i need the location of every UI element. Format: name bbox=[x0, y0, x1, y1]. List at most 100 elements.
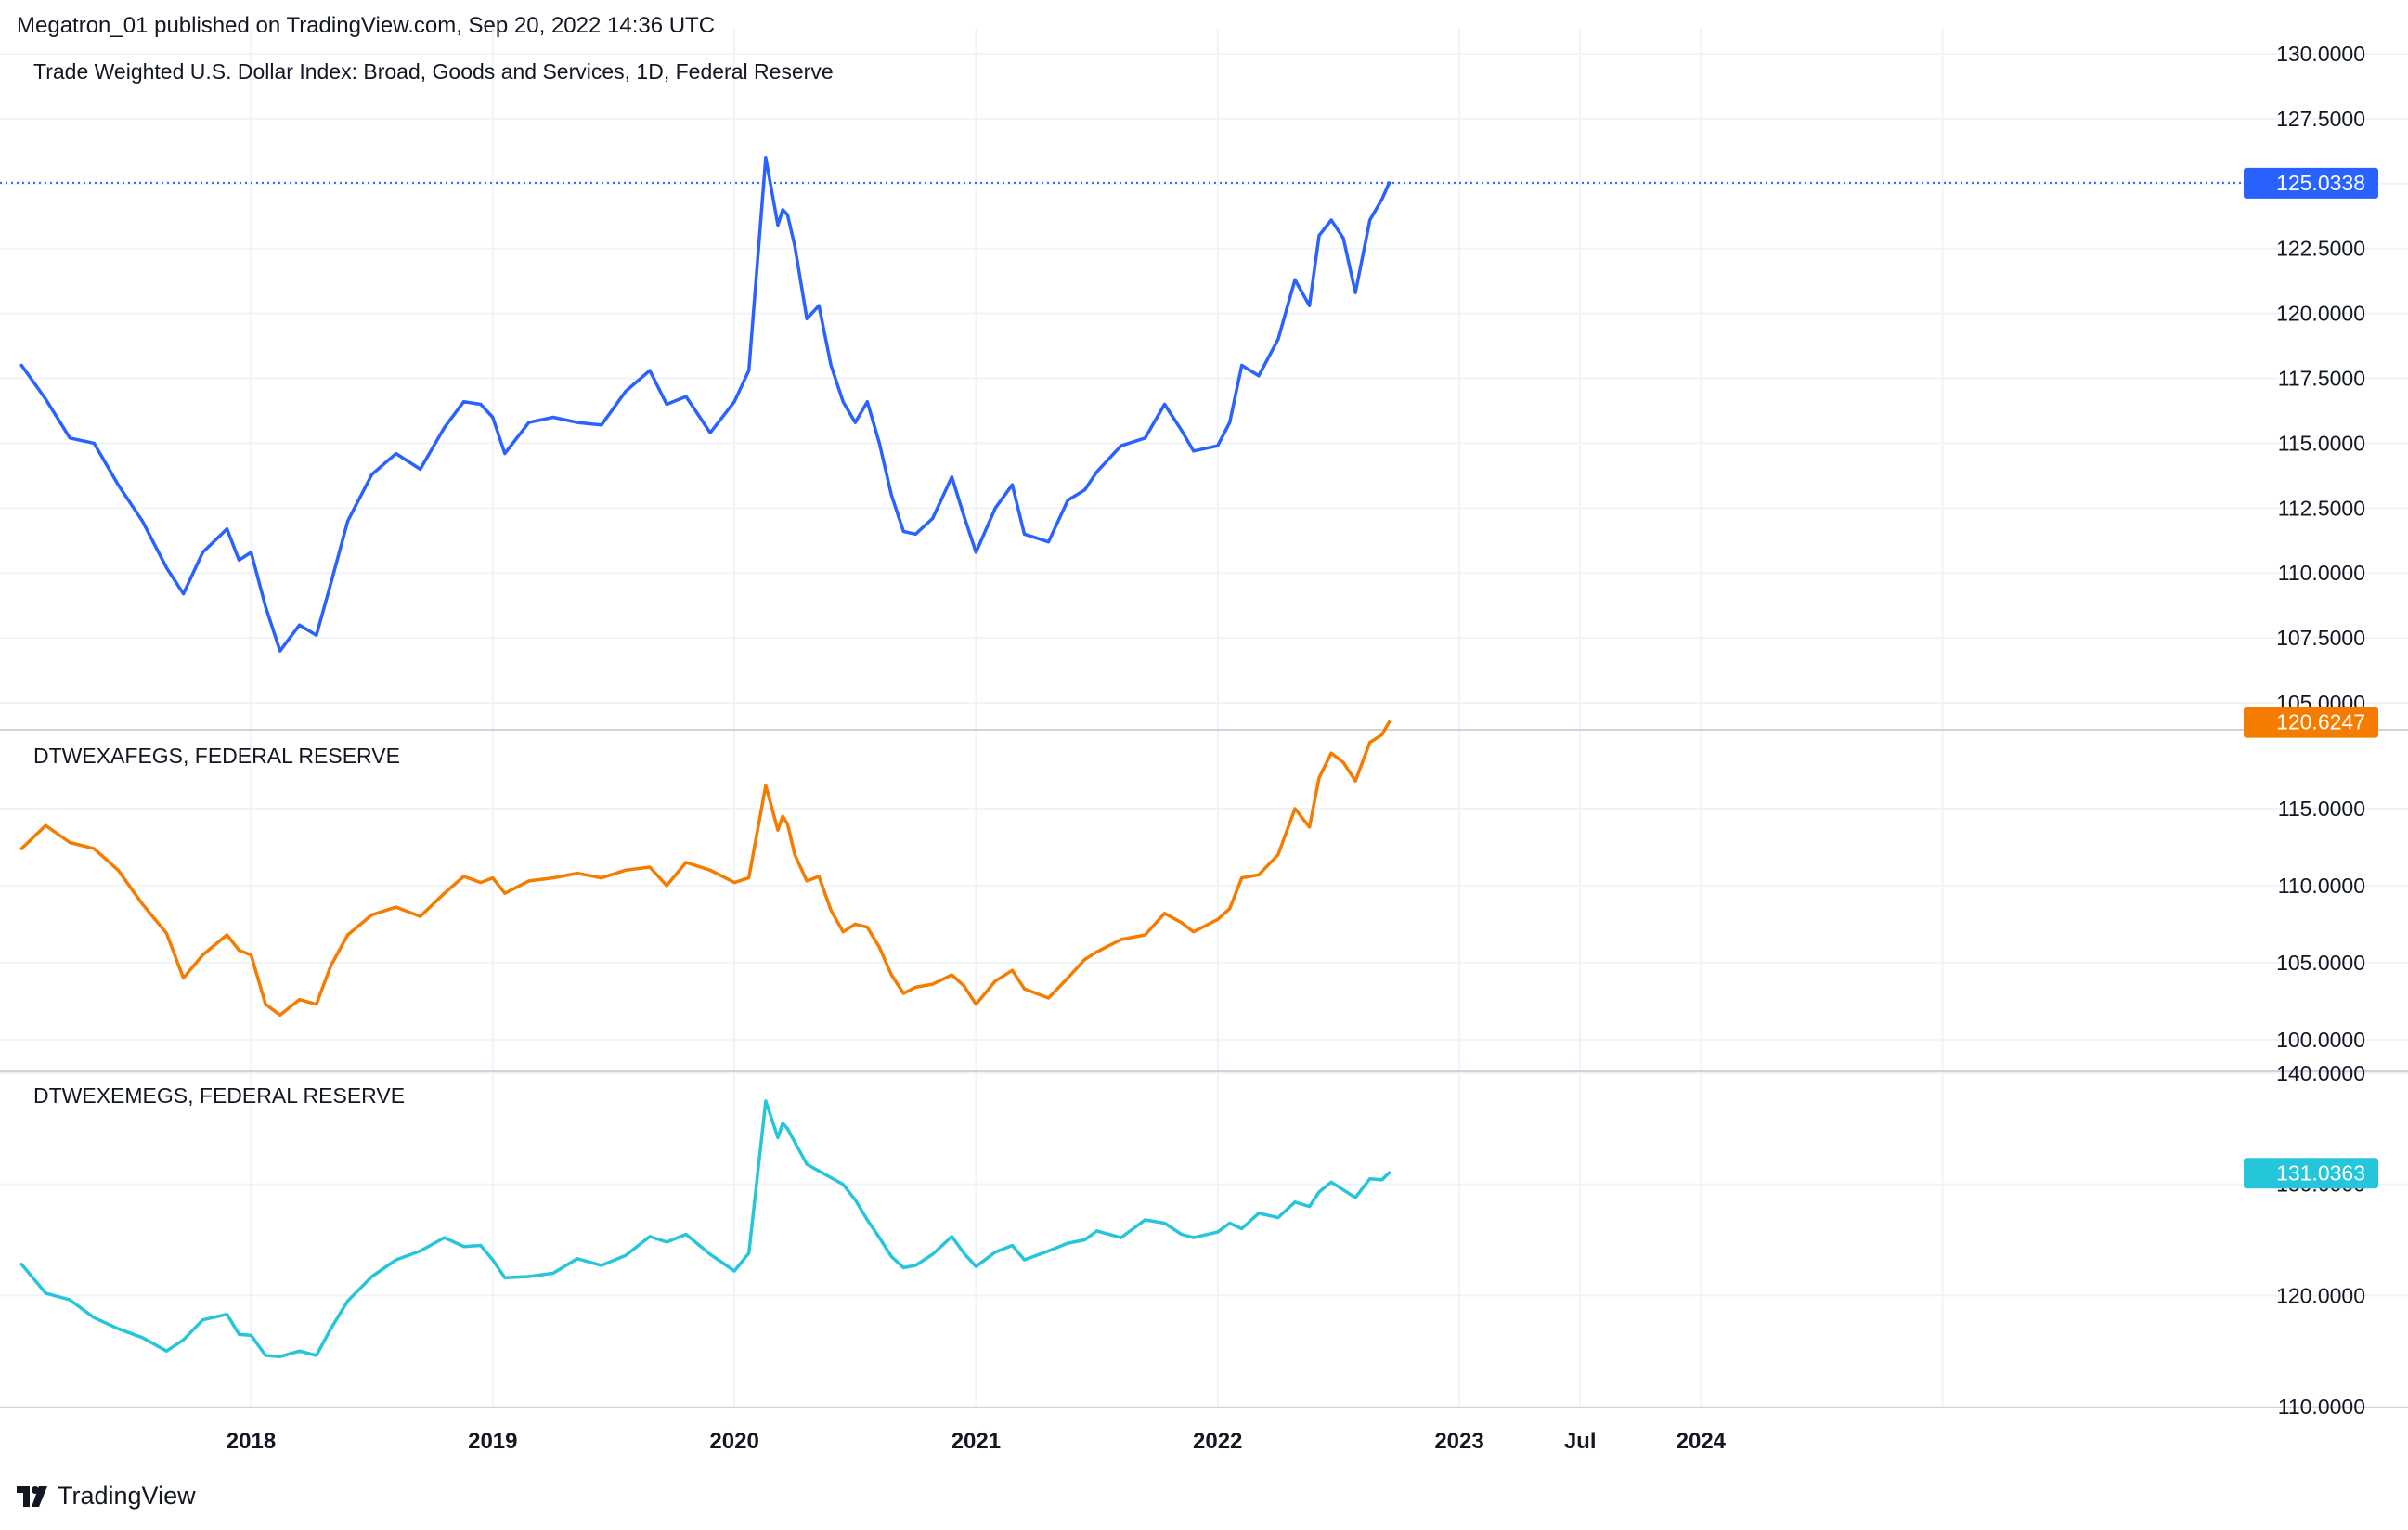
data-point bbox=[68, 841, 71, 844]
data-point bbox=[648, 369, 652, 372]
data-point bbox=[1353, 779, 1357, 783]
data-point bbox=[781, 208, 784, 212]
data-point bbox=[226, 933, 228, 937]
data-point bbox=[1047, 1250, 1050, 1252]
data-point bbox=[1216, 1230, 1220, 1234]
data-point bbox=[962, 514, 965, 518]
data-point bbox=[600, 876, 603, 880]
data-point bbox=[264, 1354, 267, 1357]
data-point bbox=[1163, 912, 1166, 915]
data-point bbox=[1066, 499, 1069, 502]
data-point bbox=[116, 1327, 120, 1330]
data-point bbox=[931, 517, 935, 520]
data-point bbox=[1023, 1258, 1026, 1262]
y-tick-label: 117.5000 bbox=[2278, 367, 2365, 391]
data-point bbox=[1293, 278, 1297, 281]
data-point bbox=[116, 868, 120, 872]
data-point bbox=[764, 1099, 768, 1103]
pane-title: Trade Weighted U.S. Dollar Index: Broad,… bbox=[33, 59, 834, 84]
footer[interactable]: TradingView bbox=[17, 1482, 196, 1511]
tradingview-logo-icon bbox=[17, 1485, 47, 1507]
data-point bbox=[853, 1198, 857, 1201]
data-point bbox=[250, 1333, 252, 1337]
data-point bbox=[865, 400, 869, 404]
data-point bbox=[1240, 1227, 1244, 1230]
data-point bbox=[785, 213, 789, 216]
data-point bbox=[1023, 532, 1026, 536]
data-point bbox=[1308, 1205, 1312, 1209]
data-point bbox=[1228, 907, 1232, 911]
last-value-badge-bg bbox=[2244, 707, 2378, 738]
data-point bbox=[877, 441, 881, 445]
data-point bbox=[1341, 760, 1345, 764]
data-point bbox=[853, 922, 857, 926]
data-point bbox=[527, 421, 531, 424]
data-point bbox=[1047, 540, 1050, 544]
data-point bbox=[817, 304, 821, 307]
data-point bbox=[962, 1251, 965, 1255]
data-point bbox=[1308, 304, 1312, 307]
data-point bbox=[1163, 1222, 1166, 1225]
y-tick-label: 100.0000 bbox=[2276, 1028, 2365, 1052]
data-point bbox=[785, 823, 789, 825]
data-point bbox=[764, 784, 768, 787]
data-point bbox=[1276, 853, 1280, 857]
data-point bbox=[1368, 1177, 1372, 1181]
time-axis-label: 2023 bbox=[1434, 1429, 1483, 1454]
data-point bbox=[805, 1162, 809, 1166]
series-line-1 bbox=[19, 156, 1392, 653]
last-value-label: 131.0363 bbox=[2276, 1160, 2365, 1185]
data-point bbox=[1120, 444, 1123, 447]
y-tick-label: 112.5000 bbox=[2278, 496, 2365, 520]
data-point bbox=[1120, 1236, 1123, 1239]
data-point bbox=[182, 592, 186, 596]
data-point bbox=[226, 1313, 228, 1316]
data-point bbox=[1388, 1171, 1391, 1174]
data-point bbox=[829, 1176, 833, 1179]
data-point bbox=[793, 853, 796, 857]
data-point bbox=[829, 909, 833, 912]
data-point bbox=[1192, 1236, 1196, 1239]
y-tick-label: 107.5000 bbox=[2276, 626, 2365, 650]
data-point bbox=[1329, 1180, 1333, 1184]
time-axis-label: 2022 bbox=[1193, 1429, 1242, 1454]
data-point bbox=[781, 1122, 784, 1125]
data-point bbox=[747, 369, 751, 372]
data-point bbox=[1276, 1216, 1280, 1220]
data-point bbox=[708, 431, 712, 434]
data-point bbox=[993, 1251, 997, 1254]
data-point bbox=[648, 1235, 652, 1238]
data-point bbox=[817, 1169, 821, 1173]
data-point bbox=[329, 581, 332, 585]
data-point bbox=[764, 156, 768, 160]
data-point bbox=[841, 400, 845, 404]
data-point bbox=[776, 224, 780, 227]
data-point bbox=[1216, 444, 1220, 447]
data-point bbox=[1317, 234, 1321, 238]
grid-lines bbox=[250, 28, 1944, 1407]
data-point bbox=[491, 876, 495, 880]
data-point bbox=[732, 1269, 736, 1273]
data-point bbox=[1066, 1241, 1069, 1245]
data-point bbox=[1388, 720, 1391, 724]
data-point bbox=[913, 985, 917, 989]
time-axis-label: 2018 bbox=[227, 1429, 276, 1454]
data-point bbox=[877, 945, 881, 949]
data-point bbox=[201, 953, 204, 957]
data-point bbox=[1257, 374, 1261, 378]
data-point bbox=[1011, 483, 1014, 486]
data-point bbox=[201, 551, 204, 554]
data-point bbox=[785, 1127, 789, 1131]
data-point bbox=[551, 876, 555, 880]
pane-1: 105.0000107.5000110.0000112.5000115.0000… bbox=[0, 42, 2408, 715]
data-point bbox=[479, 1244, 483, 1247]
data-point bbox=[950, 1235, 953, 1238]
data-point bbox=[684, 861, 688, 864]
data-point bbox=[1095, 470, 1099, 473]
data-point bbox=[238, 949, 240, 953]
data-point bbox=[648, 865, 652, 869]
data-point bbox=[1120, 938, 1123, 941]
series-line-1 bbox=[19, 720, 1392, 1018]
data-point bbox=[395, 905, 398, 909]
